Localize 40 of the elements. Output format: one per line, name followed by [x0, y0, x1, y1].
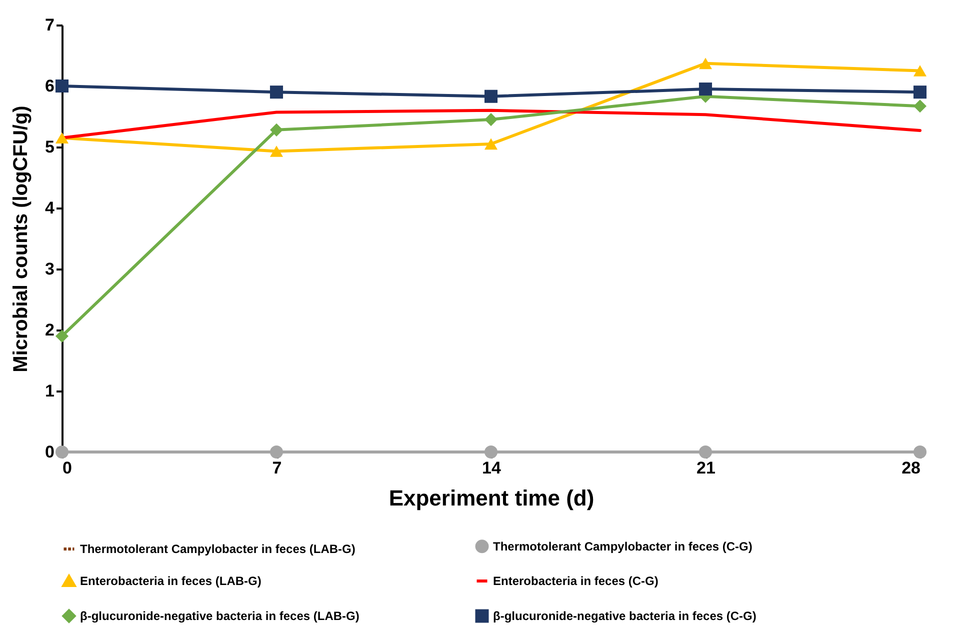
x-tick-label: 14	[482, 458, 502, 478]
point	[484, 90, 498, 103]
point	[484, 138, 498, 150]
x-tick-label: 21	[696, 458, 716, 478]
y-tick-label: 4	[45, 198, 56, 218]
y-tick-label: 3	[45, 260, 54, 278]
point	[913, 86, 927, 99]
legend-label: β-glucuronide-negative bacteria in feces (LAB-G)	[80, 609, 360, 623]
point	[698, 58, 712, 70]
point	[55, 330, 69, 343]
point	[55, 445, 69, 459]
point	[270, 146, 284, 157]
point	[698, 445, 712, 459]
point	[270, 86, 284, 99]
y-axis-title: Microbial counts (logCFU/g)	[10, 106, 32, 372]
x-tick-label: 28	[902, 458, 920, 478]
point	[270, 123, 284, 136]
y-tick-label: 6	[45, 76, 54, 96]
x-axis-title: Experiment time (d)	[388, 486, 594, 510]
x-tick-label: 0	[62, 458, 72, 478]
legend-label: β-glucuronide-negative bacteria in feces (C-G)	[493, 609, 756, 623]
point	[270, 445, 284, 459]
y-tick-label: 1	[45, 382, 54, 400]
point	[913, 100, 927, 113]
legend-label: Thermotolerant Campylobacter in feces (LAB-G)	[80, 542, 356, 556]
y-tick-label: 2	[45, 320, 54, 340]
y-tick-label: 0	[45, 442, 54, 462]
legend-label: Thermotolerant Campylobacter in feces (C-G)	[493, 539, 752, 554]
x-tick-label: 7	[272, 458, 282, 478]
point	[55, 132, 69, 144]
point	[484, 113, 498, 126]
point	[913, 445, 927, 459]
point	[913, 65, 927, 76]
point	[55, 79, 69, 93]
y-tick-label: 5	[45, 138, 54, 156]
y-tick-label: 7	[45, 16, 54, 34]
point	[484, 445, 498, 459]
legend-label: Enterobacteria in feces (C-G)	[493, 574, 658, 588]
legend-label: Enterobacteria in feces (LAB-G)	[80, 574, 262, 588]
point	[698, 82, 712, 96]
